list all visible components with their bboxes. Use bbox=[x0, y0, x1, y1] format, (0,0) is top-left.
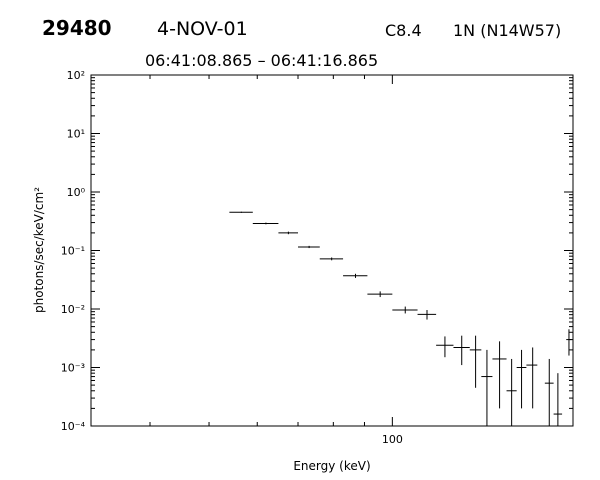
data-points bbox=[229, 211, 572, 426]
data-point bbox=[278, 231, 299, 235]
data-point bbox=[453, 335, 470, 366]
event-id: 29480 bbox=[42, 16, 112, 40]
flare-location: 1N (N14W57) bbox=[453, 21, 561, 40]
data-point bbox=[343, 273, 368, 278]
data-point bbox=[566, 329, 572, 356]
chart-header: 29480 4-NOV-01 C8.4 1N (N14W57) 06:41:08… bbox=[42, 16, 561, 70]
data-point bbox=[436, 336, 454, 358]
y-tick-label: 10⁻² bbox=[61, 303, 85, 316]
data-point bbox=[298, 245, 320, 249]
data-point bbox=[319, 257, 344, 261]
y-tick-label: 10⁻³ bbox=[61, 362, 85, 375]
plot-frame bbox=[90, 74, 574, 427]
data-point bbox=[417, 310, 437, 320]
x-axis-label: Energy (keV) bbox=[293, 459, 370, 473]
data-point bbox=[506, 358, 517, 426]
data-point bbox=[392, 306, 418, 314]
y-tick-label: 10⁻¹ bbox=[61, 245, 85, 258]
data-point bbox=[544, 358, 554, 426]
time-range: 06:41:08.865 – 06:41:16.865 bbox=[145, 51, 378, 70]
data-point bbox=[553, 373, 563, 426]
y-tick-label: 10² bbox=[67, 69, 85, 82]
data-point bbox=[252, 222, 279, 225]
data-point bbox=[229, 211, 253, 213]
x-tick-label: 100 bbox=[382, 433, 403, 446]
data-point bbox=[367, 291, 393, 298]
data-point bbox=[481, 349, 493, 426]
y-axis-label: photons/sec/keV/cm² bbox=[32, 187, 46, 313]
event-date: 4-NOV-01 bbox=[157, 18, 248, 40]
y-tick-label: 10⁰ bbox=[67, 186, 86, 199]
y-axis-tick-labels: 10⁻⁴ 10⁻³ 10⁻² 10⁻¹ 10⁰ 10¹ 10² bbox=[61, 69, 86, 433]
y-tick-label: 10⁻⁴ bbox=[61, 420, 86, 433]
data-point bbox=[469, 335, 482, 388]
data-point bbox=[516, 349, 527, 409]
x-axis-ticks bbox=[149, 75, 393, 426]
y-tick-label: 10¹ bbox=[67, 128, 85, 141]
y-axis-ticks bbox=[91, 74, 573, 427]
data-point bbox=[526, 347, 538, 409]
goes-class: C8.4 bbox=[385, 21, 422, 40]
x-axis-tick-labels: 100 bbox=[382, 433, 403, 446]
data-point bbox=[492, 341, 507, 409]
